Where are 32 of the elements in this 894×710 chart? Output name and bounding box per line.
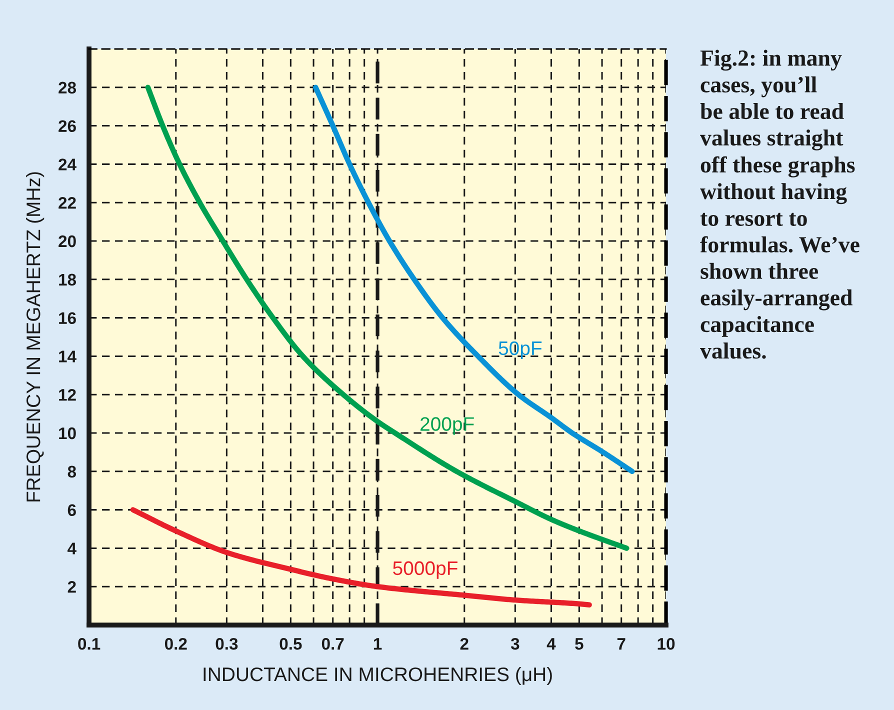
y-tick-label: 16 [59,312,76,324]
x-tick-label: 0.5 [280,638,302,650]
y-tick-label: 2 [68,581,76,593]
x-tick-label: 0.7 [322,638,344,650]
x-tick-label: 0.1 [78,638,100,650]
y-tick-label: 26 [58,120,76,132]
y-tick-label: 18 [59,274,76,286]
x-axis-title: INDUCTANCE IN MICROHENRIES (μH) [204,666,552,686]
series-label: 200pF [420,417,474,435]
x-tick-label: 10 [658,638,675,650]
x-tick-label: 5 [575,638,584,650]
text: Fig.2: in many cases, you’ll be able to read values straight off these graphs without having to resort to formulas. We’ve shown three easily-arranged capacitance values. [700,50,860,359]
y-tick-label: 14 [59,350,76,362]
x-tick-label: 0.3 [216,638,238,650]
y-tick-label: 10 [59,427,76,440]
y-tick-label: 28 [58,82,76,94]
x-tick-label: 7 [617,638,626,650]
y-tick-label: 20 [58,235,76,248]
y-tick-label: 24 [58,158,76,170]
y-tick-label: 4 [68,542,76,554]
series-label: 50pF [498,341,542,359]
y-tick-label: 8 [68,466,76,478]
y-tick-label: 22 [58,196,76,209]
y-tick-label: 12 [59,389,76,401]
x-tick-label: 4 [546,638,556,650]
x-tick-label: 2 [460,638,468,650]
y-axis-title: FREQUENCY IN MEGAHERTZ (MHz) [26,172,44,502]
x-tick-label: 3 [510,638,520,650]
y-tick-label: 6 [68,504,76,516]
x-tick-label: 1 [374,638,382,650]
x-tick-label: 0.2 [164,638,187,650]
series-label: 5000pF [393,561,458,579]
